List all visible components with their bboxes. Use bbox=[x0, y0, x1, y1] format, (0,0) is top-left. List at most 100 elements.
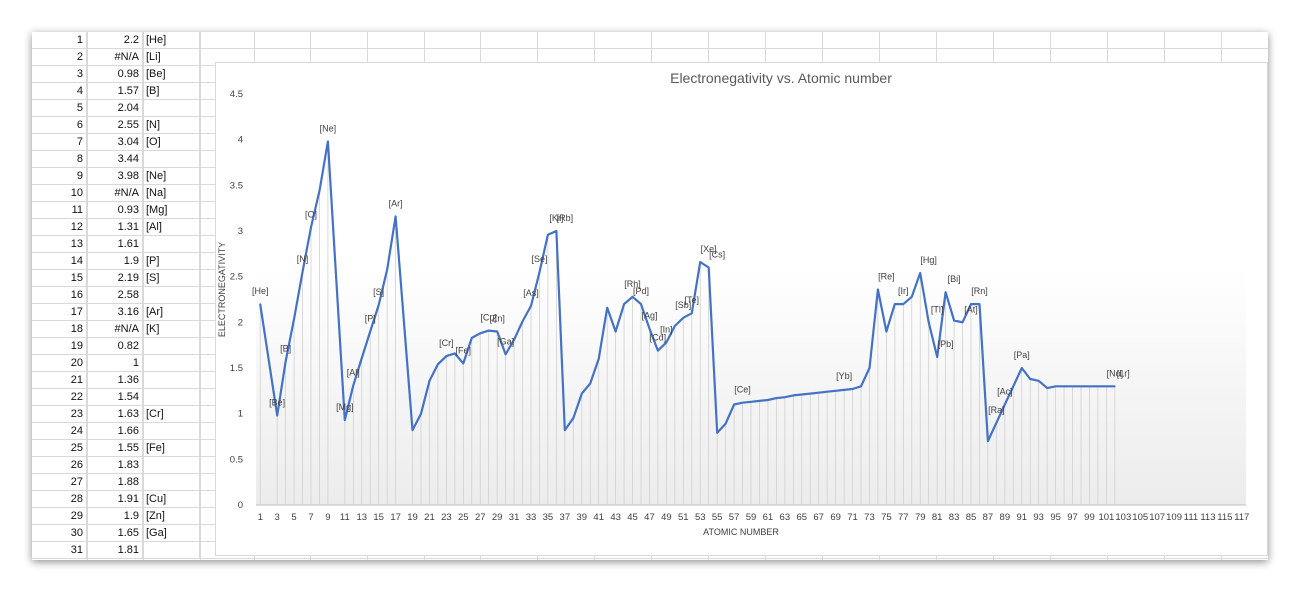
cell-label[interactable] bbox=[143, 338, 200, 355]
cell-label[interactable] bbox=[143, 355, 200, 372]
cell-atomic-number[interactable]: 3 bbox=[32, 66, 87, 83]
cell-atomic-number[interactable]: 8 bbox=[32, 151, 87, 168]
cell-label[interactable]: [P] bbox=[143, 253, 200, 270]
cell-electronegativity[interactable]: 3.44 bbox=[87, 151, 143, 168]
cell-label[interactable]: [N] bbox=[143, 117, 200, 134]
cell-label[interactable]: [Cu] bbox=[143, 491, 200, 508]
cell-electronegativity[interactable]: 1.36 bbox=[87, 372, 143, 389]
cell-label[interactable]: [Ga] bbox=[143, 525, 200, 542]
cell-atomic-number[interactable]: 15 bbox=[32, 270, 87, 287]
cell-electronegativity[interactable]: 1.54 bbox=[87, 389, 143, 406]
cell-atomic-number[interactable]: 4 bbox=[32, 83, 87, 100]
cell-electronegativity[interactable]: 0.82 bbox=[87, 338, 143, 355]
cell-atomic-number[interactable]: 16 bbox=[32, 287, 87, 304]
cell-electronegativity[interactable]: 2.55 bbox=[87, 117, 143, 134]
cell-atomic-number[interactable]: 29 bbox=[32, 508, 87, 525]
cell-electronegativity[interactable]: 1.63 bbox=[87, 406, 143, 423]
cell-label[interactable] bbox=[143, 372, 200, 389]
cell-electronegativity[interactable]: 2.04 bbox=[87, 100, 143, 117]
cell-electronegativity[interactable]: 1.91 bbox=[87, 491, 143, 508]
cell-label[interactable]: [Na] bbox=[143, 185, 200, 202]
cell-atomic-number[interactable]: 27 bbox=[32, 474, 87, 491]
data-point bbox=[606, 306, 608, 309]
cell-label[interactable]: [Mg] bbox=[143, 202, 200, 219]
chart-area[interactable]: Electronegativity vs. Atomic number 0 0.5 1… bbox=[215, 62, 1268, 556]
cell-atomic-number[interactable]: 31 bbox=[32, 542, 87, 559]
cell-label[interactable]: [K] bbox=[143, 321, 200, 338]
cell-atomic-number[interactable]: 7 bbox=[32, 134, 87, 151]
cell-atomic-number[interactable]: 20 bbox=[32, 355, 87, 372]
cell-electronegativity[interactable]: 0.98 bbox=[87, 66, 143, 83]
cell-electronegativity[interactable]: 2.2 bbox=[87, 32, 143, 49]
cell-label[interactable]: [B] bbox=[143, 83, 200, 100]
cell-electronegativity[interactable]: 2.19 bbox=[87, 270, 143, 287]
cell-label[interactable]: [Cr] bbox=[143, 406, 200, 423]
cell-electronegativity[interactable]: 1.9 bbox=[87, 253, 143, 270]
cell-electronegativity[interactable]: 1.57 bbox=[87, 83, 143, 100]
cell-label[interactable]: [Al] bbox=[143, 219, 200, 236]
cell-atomic-number[interactable]: 6 bbox=[32, 117, 87, 134]
cell-label[interactable] bbox=[143, 389, 200, 406]
cell-atomic-number[interactable]: 1 bbox=[32, 32, 87, 49]
cell-electronegativity[interactable]: #N/A bbox=[87, 185, 143, 202]
cell-atomic-number[interactable]: 19 bbox=[32, 338, 87, 355]
cell-atomic-number[interactable]: 23 bbox=[32, 406, 87, 423]
cell-label[interactable]: [Fe] bbox=[143, 440, 200, 457]
cell-atomic-number[interactable]: 26 bbox=[32, 457, 87, 474]
data-point bbox=[919, 272, 922, 274]
cell-atomic-number[interactable]: 17 bbox=[32, 304, 87, 321]
cell-electronegativity[interactable]: 1 bbox=[87, 355, 143, 372]
cell-electronegativity[interactable]: 1.61 bbox=[87, 236, 143, 253]
cell-label[interactable]: [Zn] bbox=[143, 508, 200, 525]
cell-electronegativity[interactable]: 1.9 bbox=[87, 508, 143, 525]
cell-electronegativity[interactable]: 1.66 bbox=[87, 423, 143, 440]
data-point bbox=[767, 399, 769, 401]
cell-electronegativity[interactable]: 3.98 bbox=[87, 168, 143, 185]
cell-label[interactable] bbox=[143, 474, 200, 491]
cell-label[interactable]: [Ar] bbox=[143, 304, 200, 321]
cell-atomic-number[interactable]: 30 bbox=[32, 525, 87, 542]
cell-label[interactable] bbox=[143, 457, 200, 474]
cell-atomic-number[interactable]: 21 bbox=[32, 372, 87, 389]
table-row[interactable]: 31 1.81 bbox=[32, 542, 1268, 559]
cell-atomic-number[interactable]: 2 bbox=[32, 49, 87, 66]
cell-label[interactable]: [He] bbox=[143, 32, 200, 49]
cell-label[interactable] bbox=[143, 287, 200, 304]
cell-label[interactable] bbox=[143, 236, 200, 253]
cell-atomic-number[interactable]: 18 bbox=[32, 321, 87, 338]
cell-atomic-number[interactable]: 14 bbox=[32, 253, 87, 270]
cell-electronegativity[interactable]: 2.58 bbox=[87, 287, 143, 304]
cell-label[interactable]: [Li] bbox=[143, 49, 200, 66]
cell-label[interactable]: [Ne] bbox=[143, 168, 200, 185]
cell-electronegativity[interactable]: #N/A bbox=[87, 321, 143, 338]
cell-electronegativity[interactable]: 1.65 bbox=[87, 525, 143, 542]
cell-atomic-number[interactable]: 5 bbox=[32, 100, 87, 117]
cell-electronegativity[interactable]: 1.55 bbox=[87, 440, 143, 457]
cell-electronegativity[interactable]: 1.81 bbox=[87, 542, 143, 559]
cell-label[interactable]: [Be] bbox=[143, 66, 200, 83]
cell-electronegativity[interactable]: 3.04 bbox=[87, 134, 143, 151]
cell-atomic-number[interactable]: 22 bbox=[32, 389, 87, 406]
cell-atomic-number[interactable]: 24 bbox=[32, 423, 87, 440]
cell-label[interactable] bbox=[143, 542, 200, 559]
cell-atomic-number[interactable]: 28 bbox=[32, 491, 87, 508]
cell-electronegativity[interactable]: 0.93 bbox=[87, 202, 143, 219]
cell-electronegativity[interactable]: #N/A bbox=[87, 49, 143, 66]
cell-electronegativity[interactable]: 1.31 bbox=[87, 219, 143, 236]
cell-label[interactable] bbox=[143, 151, 200, 168]
cell-atomic-number[interactable]: 25 bbox=[32, 440, 87, 457]
y-tick-label: 1.5 bbox=[230, 363, 243, 374]
cell-label[interactable]: [S] bbox=[143, 270, 200, 287]
cell-atomic-number[interactable]: 12 bbox=[32, 219, 87, 236]
cell-atomic-number[interactable]: 13 bbox=[32, 236, 87, 253]
cell-electronegativity[interactable]: 3.16 bbox=[87, 304, 143, 321]
cell-atomic-number[interactable]: 9 bbox=[32, 168, 87, 185]
table-row[interactable]: 1 2.2 [He] bbox=[32, 32, 1268, 49]
cell-electronegativity[interactable]: 1.88 bbox=[87, 474, 143, 491]
cell-atomic-number[interactable]: 11 bbox=[32, 202, 87, 219]
cell-label[interactable]: [O] bbox=[143, 134, 200, 151]
cell-label[interactable] bbox=[143, 423, 200, 440]
cell-label[interactable] bbox=[143, 100, 200, 117]
cell-electronegativity[interactable]: 1.83 bbox=[87, 457, 143, 474]
cell-atomic-number[interactable]: 10 bbox=[32, 185, 87, 202]
